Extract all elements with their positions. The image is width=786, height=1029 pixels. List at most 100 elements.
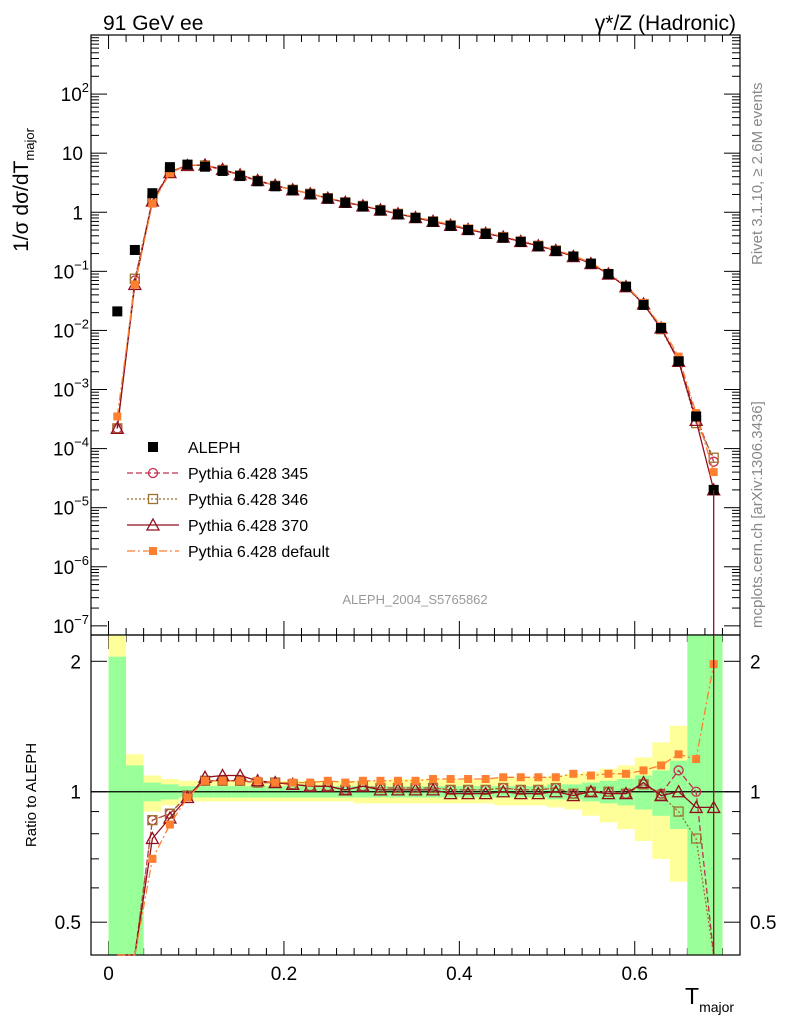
ratio-point-3 <box>601 786 616 800</box>
ratio-point-4 <box>253 776 262 785</box>
data-point <box>568 251 579 262</box>
ratio-point-4 <box>429 775 438 784</box>
ratio-point-3 <box>390 782 406 796</box>
ratio-point-3 <box>478 786 493 800</box>
y-tick-label: 10−5 <box>53 494 89 520</box>
ratio-point-3 <box>636 775 651 789</box>
ratio-point-1 <box>690 786 702 797</box>
ratio-point-3 <box>461 786 476 800</box>
ratio-point-4 <box>639 766 648 775</box>
ratio-point-4 <box>569 769 578 778</box>
ratio-point-3 <box>425 782 441 796</box>
header-left-title: 91 GeV ee <box>103 12 203 35</box>
ratio-point-3 <box>320 778 335 792</box>
data-point <box>112 306 123 317</box>
y-tick-label: 10−6 <box>53 553 89 579</box>
ratio-point-4 <box>306 778 315 787</box>
ratio-point-4 <box>288 778 297 787</box>
data-point <box>340 197 351 208</box>
ratio-point-4 <box>674 750 683 759</box>
data-point <box>164 162 175 173</box>
legend-marker <box>147 467 159 479</box>
ratio-point-3 <box>618 786 634 800</box>
ratio-point-2 <box>147 814 158 826</box>
series-point-4 <box>113 412 122 421</box>
data-point <box>129 244 140 255</box>
x-tick-label: 0.4 <box>446 964 473 985</box>
ratio-point-3 <box>653 788 669 802</box>
data-point <box>287 185 298 196</box>
data-point <box>480 228 491 239</box>
analysis-id: ALEPH_2004_S5765862 <box>342 592 487 607</box>
data-point <box>375 205 386 216</box>
data-point <box>200 161 211 172</box>
data-point <box>603 269 614 280</box>
legend-marker <box>149 547 157 555</box>
ratio-point-4 <box>551 773 560 782</box>
rivet-label: Rivet 3.1.10, ≥ 2.6M events <box>749 83 766 266</box>
ratio-point-4 <box>586 771 595 780</box>
ratio-point-3 <box>373 782 388 796</box>
data-point <box>252 176 263 187</box>
ratio-point-4 <box>534 773 543 782</box>
y-tick-label: 10 <box>62 144 83 165</box>
svg-text:1/σ dσ/dTmajor: 1/σ dσ/dTmajor <box>10 127 37 251</box>
ratio-point-4 <box>621 769 630 778</box>
ratio-point-4 <box>148 854 157 863</box>
ratio-point-3 <box>513 786 528 800</box>
data-point <box>463 225 474 236</box>
ratio-point-2 <box>533 784 544 796</box>
ratio-point-4 <box>358 776 367 785</box>
y-tick-label: 10−7 <box>53 612 89 638</box>
series-point-2 <box>708 452 719 463</box>
data-point <box>550 246 561 257</box>
mcplots-label: mcplots.cern.ch [arXiv:1306.3436] <box>749 401 766 628</box>
ratio-point-4 <box>271 778 280 787</box>
band-stat-bin <box>126 765 144 955</box>
ratio-point-4 <box>323 776 332 785</box>
ratio-point-4 <box>393 776 402 785</box>
series-point-3 <box>110 421 125 435</box>
data-point <box>322 193 333 204</box>
ratio-point-4 <box>657 761 666 770</box>
x-tick-label: 0 <box>103 964 114 985</box>
ratio-point-3 <box>408 782 423 796</box>
y-tick-label: 1 <box>72 203 83 224</box>
data-point <box>498 232 509 243</box>
data-point <box>691 411 702 422</box>
legend-label: Pythia 6.428 default <box>188 544 330 561</box>
ratio-point-2 <box>515 784 526 796</box>
ratio-point-3 <box>355 778 370 792</box>
ratio-point-2 <box>550 782 561 794</box>
ratio-point-4 <box>481 775 490 784</box>
data-point <box>305 189 316 200</box>
ratio-point-2 <box>445 784 456 796</box>
data-point <box>235 171 246 182</box>
ratio-point-4 <box>446 775 455 784</box>
ratio-point-2 <box>462 784 474 796</box>
data-point <box>428 216 439 227</box>
y-tick-label: 10−3 <box>53 376 89 402</box>
ratio-point-4 <box>464 775 473 784</box>
data-point <box>357 201 368 212</box>
data-point <box>656 322 667 333</box>
ratio-point-4 <box>341 778 350 787</box>
ratio-point-3 <box>338 782 353 796</box>
main-panel: 10−7 10−6 10−5 10−4 10−3 10−2 10−1 1 10 102 <box>53 34 741 955</box>
ratio-y-tick-label: 0.5 <box>55 913 81 934</box>
ratio-point-2 <box>480 784 491 796</box>
ratio-point-3 <box>671 784 686 798</box>
x-tick-label: 0.2 <box>271 964 297 985</box>
ratio-y-tick-label-right: 2 <box>750 652 761 673</box>
ratio-y-tick-label-right: 0.5 <box>750 913 776 934</box>
ratio-point-3 <box>566 788 581 802</box>
data-point <box>620 281 631 292</box>
legend-marker <box>145 517 161 531</box>
ratio-point-3 <box>531 786 546 800</box>
ratio-point-4 <box>218 776 227 785</box>
series-line-4 <box>116 164 715 473</box>
ratio-panel: 0 0.2 0.4 0.6 0.5 0.5 1 1 2 2 <box>55 634 776 985</box>
series-line-1 <box>116 164 715 462</box>
legend-label: ALEPH <box>188 440 240 457</box>
